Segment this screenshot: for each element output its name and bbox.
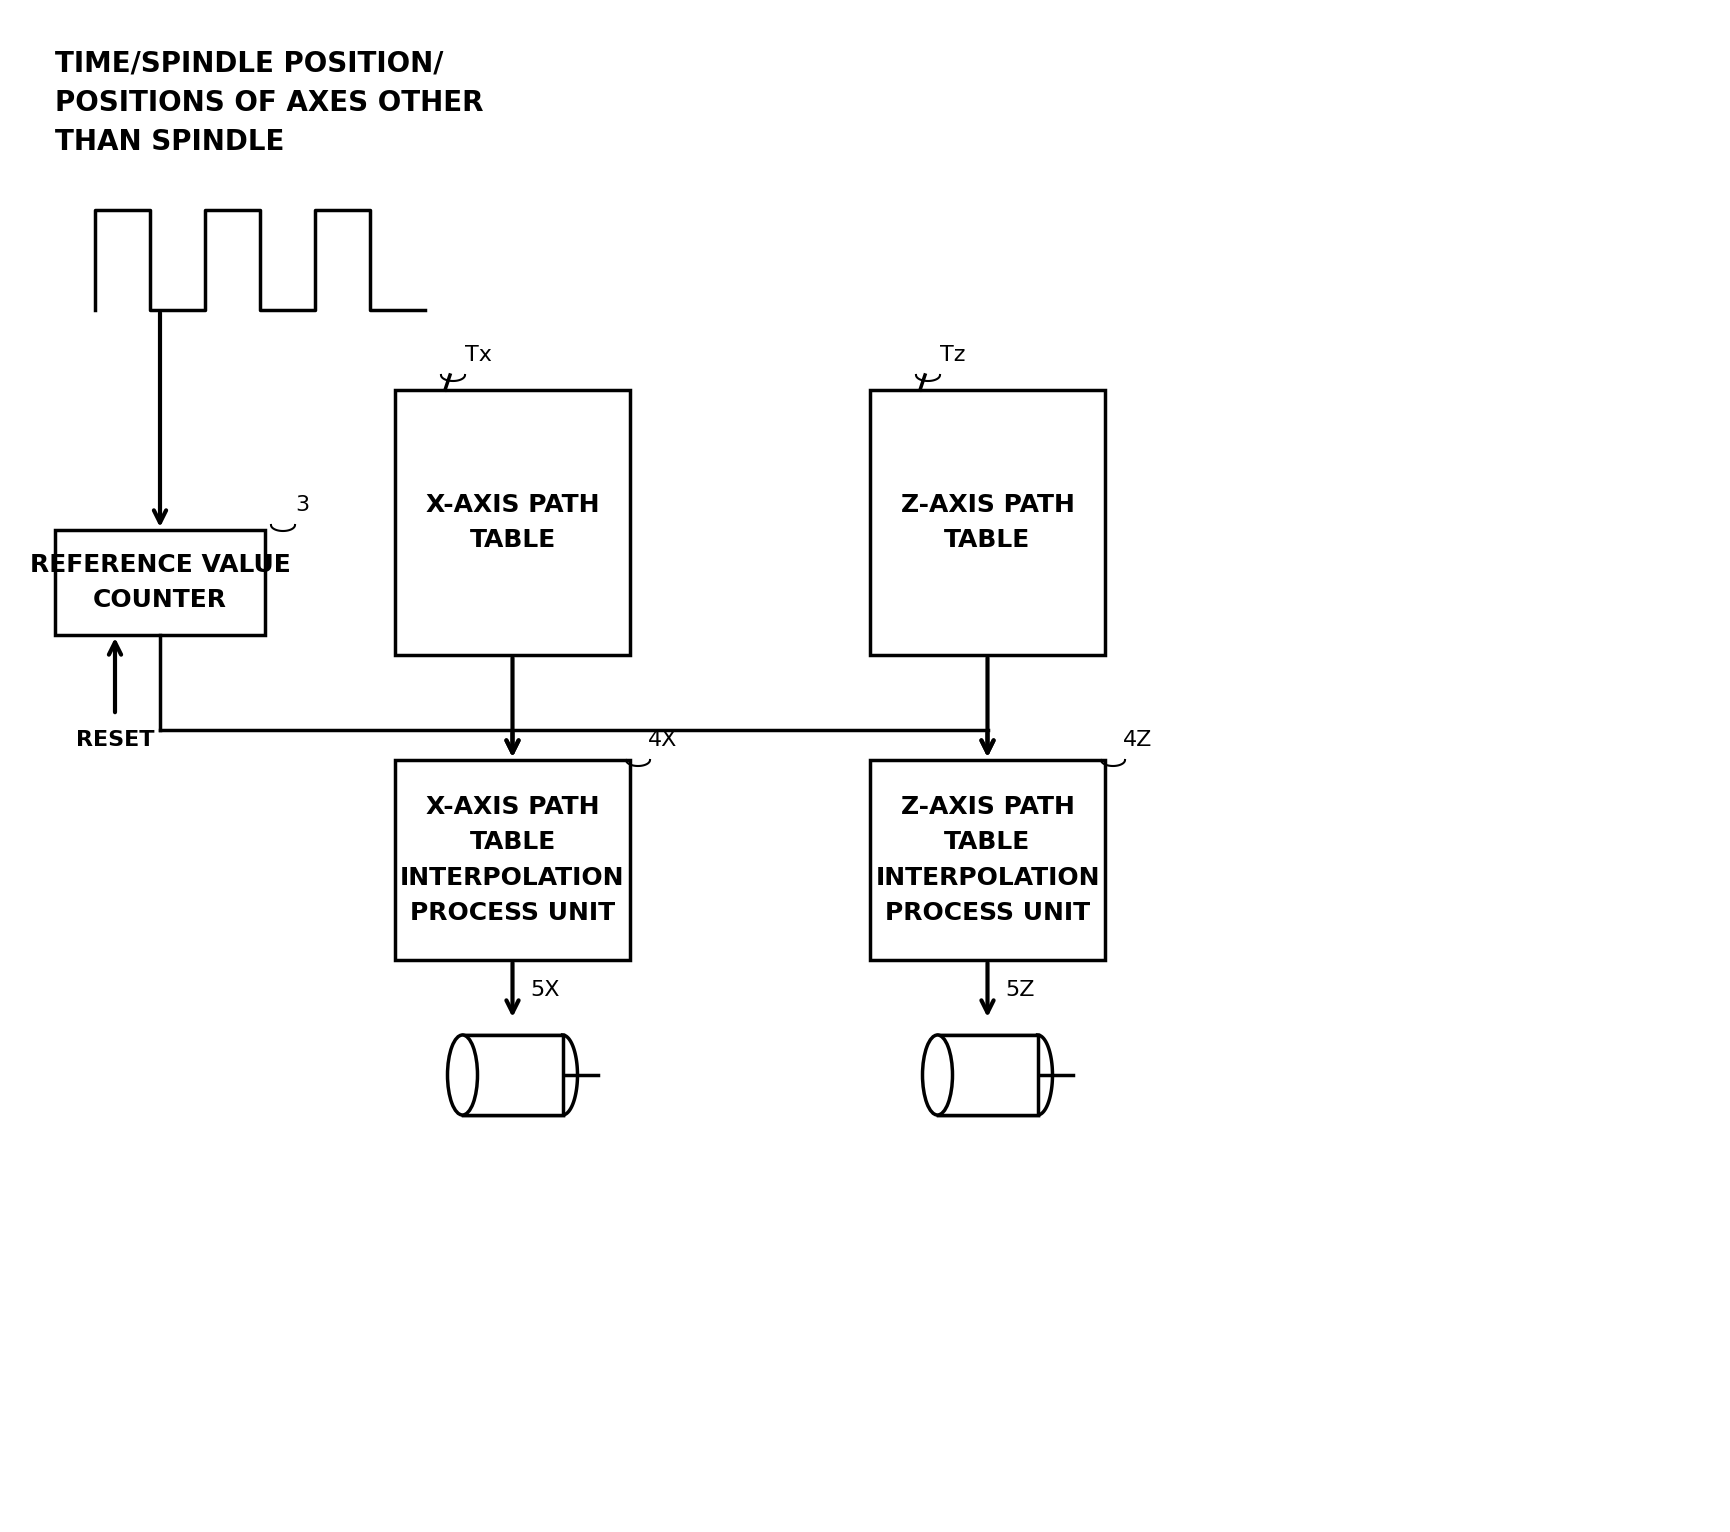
Text: Tz: Tz bbox=[939, 345, 965, 365]
Text: REFERENCE VALUE
COUNTER: REFERENCE VALUE COUNTER bbox=[29, 553, 291, 613]
Text: 5X: 5X bbox=[531, 980, 561, 1000]
Ellipse shape bbox=[448, 1036, 477, 1115]
Text: 4Z: 4Z bbox=[1123, 731, 1152, 751]
Bar bbox=[938, 1036, 1038, 1115]
Ellipse shape bbox=[922, 1036, 953, 1115]
Text: Tx: Tx bbox=[465, 345, 491, 365]
Text: TIME/SPINDLE POSITION/
POSITIONS OF AXES OTHER
THAN SPINDLE: TIME/SPINDLE POSITION/ POSITIONS OF AXES… bbox=[55, 51, 483, 156]
Text: 5Z: 5Z bbox=[1005, 980, 1035, 1000]
Bar bbox=[870, 760, 1105, 961]
Text: Z-AXIS PATH
TABLE
INTERPOLATION
PROCESS UNIT: Z-AXIS PATH TABLE INTERPOLATION PROCESS … bbox=[875, 795, 1100, 925]
Text: X-AXIS PATH
TABLE
INTERPOLATION
PROCESS UNIT: X-AXIS PATH TABLE INTERPOLATION PROCESS … bbox=[400, 795, 625, 925]
Text: Z-AXIS PATH
TABLE: Z-AXIS PATH TABLE bbox=[901, 493, 1074, 552]
Text: 4X: 4X bbox=[649, 731, 678, 751]
Bar bbox=[55, 530, 265, 634]
Bar bbox=[462, 1036, 562, 1115]
Text: X-AXIS PATH
TABLE: X-AXIS PATH TABLE bbox=[426, 493, 599, 552]
Bar bbox=[394, 760, 630, 961]
Bar bbox=[870, 391, 1105, 656]
Text: 3: 3 bbox=[296, 495, 310, 515]
Bar bbox=[394, 391, 630, 656]
Text: RESET: RESET bbox=[76, 731, 154, 751]
